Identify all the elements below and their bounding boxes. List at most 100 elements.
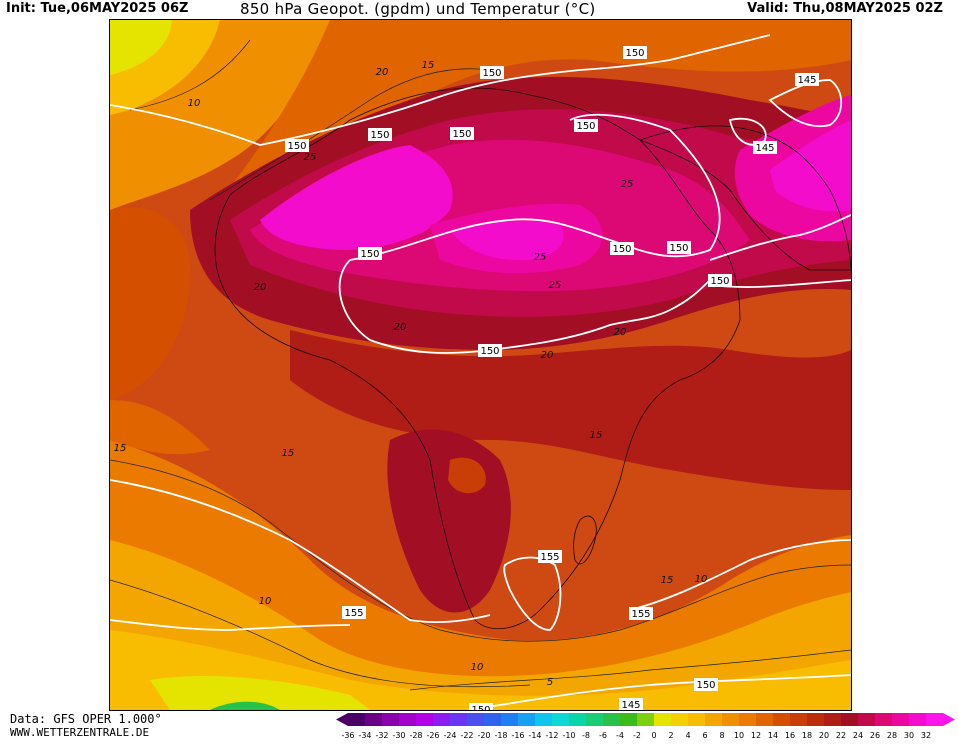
legend-swatch: [399, 713, 416, 726]
geopotential-label-box: [450, 127, 474, 140]
geopotential-label-box: [629, 607, 653, 620]
temperature-label: 15: [422, 60, 435, 71]
geopotential-label-text: 145: [797, 75, 816, 86]
temperature-label: 15: [282, 448, 295, 459]
legend-tick-label: -14: [528, 731, 541, 740]
chart-title: 850 hPa Geopot. (gpdm) und Temperatur (°…: [240, 0, 596, 18]
legend-tick-label: 0: [651, 731, 656, 740]
temperature-label: 15: [590, 430, 603, 441]
legend-tick-label: 20: [819, 731, 829, 740]
legend-tick-label: -16: [511, 731, 524, 740]
temperature-labels: 20 15 10 25 25 25 20 20 25 20 15 15 15 10 10 15 10 5 20: [114, 60, 708, 688]
legend-swatch: [603, 713, 620, 726]
geopotential-contour-155-south: [110, 479, 491, 623]
geopotential-label-text: 150: [625, 48, 644, 59]
legend-tick-label: -20: [477, 731, 490, 740]
geopotential-label: 150: [610, 242, 634, 255]
geopotential-label-text: 150: [360, 249, 379, 260]
legend-left-arrow: [336, 713, 348, 726]
legend-swatch: [739, 713, 756, 726]
temperature-label: 25: [549, 280, 562, 291]
legend-tick-label: -24: [443, 731, 456, 740]
geopotential-label: 150: [358, 247, 382, 260]
geopotential-label: 155: [342, 606, 366, 619]
geopotential-label: 150: [623, 46, 647, 59]
geopotential-label-text: 150: [480, 346, 499, 357]
geopotential-label-text: 150: [482, 68, 501, 79]
legend-swatch: [756, 713, 773, 726]
legend-swatch: [433, 713, 450, 726]
legend-swatch: [535, 713, 552, 726]
valid-time-label: Valid: Thu,08MAY2025 02Z: [747, 1, 943, 16]
legend-tick-label: 22: [836, 731, 846, 740]
legend-tick-label: -30: [392, 731, 405, 740]
temperature-label: 15: [661, 575, 674, 586]
legend-tick-label: 8: [719, 731, 724, 740]
geopotential-label-box: [538, 550, 562, 563]
geopotential-label: 150: [368, 128, 392, 141]
legend-swatch: [450, 713, 467, 726]
legend-swatch: [569, 713, 586, 726]
legend-swatch: [552, 713, 569, 726]
legend-swatch: [688, 713, 705, 726]
legend-tick-label: -18: [494, 731, 507, 740]
africa-coastline: [214, 87, 741, 629]
temperature-label: 20: [394, 322, 407, 333]
legend-swatch: [705, 713, 722, 726]
geopotential-contour-150-north: [110, 34, 771, 146]
legend-tick-label: 2: [668, 731, 673, 740]
geopotential-label: 155: [629, 607, 653, 620]
legend-tick-label: 4: [685, 731, 690, 740]
legend-swatch: [637, 713, 654, 726]
legend-tick-label: 6: [702, 731, 707, 740]
legend-tick-label: -4: [616, 731, 624, 740]
geopotential-label-text: 155: [631, 609, 650, 620]
geopotential-label-box: [285, 139, 309, 152]
geopotential-label: 145: [619, 698, 643, 710]
geopotential-label: 150: [478, 344, 502, 357]
geopotential-label: 150: [469, 703, 493, 710]
geopotential-label-box: [610, 242, 634, 255]
temperature-label: 15: [114, 443, 127, 454]
legend-right-arrow: [943, 713, 955, 726]
legend-swatch: [671, 713, 688, 726]
legend-swatch: [722, 713, 739, 726]
legend-tick-label: -28: [409, 731, 422, 740]
legend-tick-label: 14: [768, 731, 778, 740]
legend-swatch: [926, 713, 943, 726]
legend-swatch: [773, 713, 790, 726]
temperature-label: 20: [254, 282, 267, 293]
arabia-coastline: [638, 125, 851, 271]
legend-swatch: [807, 713, 824, 726]
geopotential-label: 145: [795, 73, 819, 86]
legend-swatch: [858, 713, 875, 726]
temperature-label: 10: [695, 574, 708, 585]
geopotential-label-text: 150: [669, 243, 688, 254]
legend-tick-label: -22: [460, 731, 473, 740]
legend-swatch: [824, 713, 841, 726]
legend-swatch: [790, 713, 807, 726]
legend-tick-label: -10: [562, 731, 575, 740]
weather-map: 150 150 150 150 150 150 150 150 150 150 145 145 150 1…: [109, 19, 852, 711]
hot-core-west: [260, 145, 453, 250]
temperature-label: 20: [614, 327, 627, 338]
legend-swatch: [586, 713, 603, 726]
legend-tick-label: 32: [921, 731, 931, 740]
geopotential-label: 150: [708, 274, 732, 287]
temperature-label: 20: [376, 67, 389, 78]
geopotential-label-box: [478, 344, 502, 357]
legend-bar: -36 -34 -32 -30 -28 -26 -24 -22 -20 -18 -16 -14 -12-…: [336, 713, 955, 740]
geopotential-label-box: [469, 703, 493, 710]
geopotential-label-text: 150: [696, 680, 715, 691]
legend-swatch: [875, 713, 892, 726]
temperature-label: 10: [188, 98, 201, 109]
geopotential-label-text: 155: [540, 552, 559, 563]
temperature-field: 150 150 150 150 150 150 150 150 150 150 145 145 150 1…: [110, 20, 851, 710]
geopotential-label: 150: [667, 241, 691, 254]
geopotential-label-text: 150: [612, 244, 631, 255]
legend-swatch: [518, 713, 535, 726]
geopotential-label: 155: [538, 550, 562, 563]
legend-tick-label: -32: [375, 731, 388, 740]
geopotential-label-text: 145: [755, 143, 774, 154]
legend-swatch: [654, 713, 671, 726]
